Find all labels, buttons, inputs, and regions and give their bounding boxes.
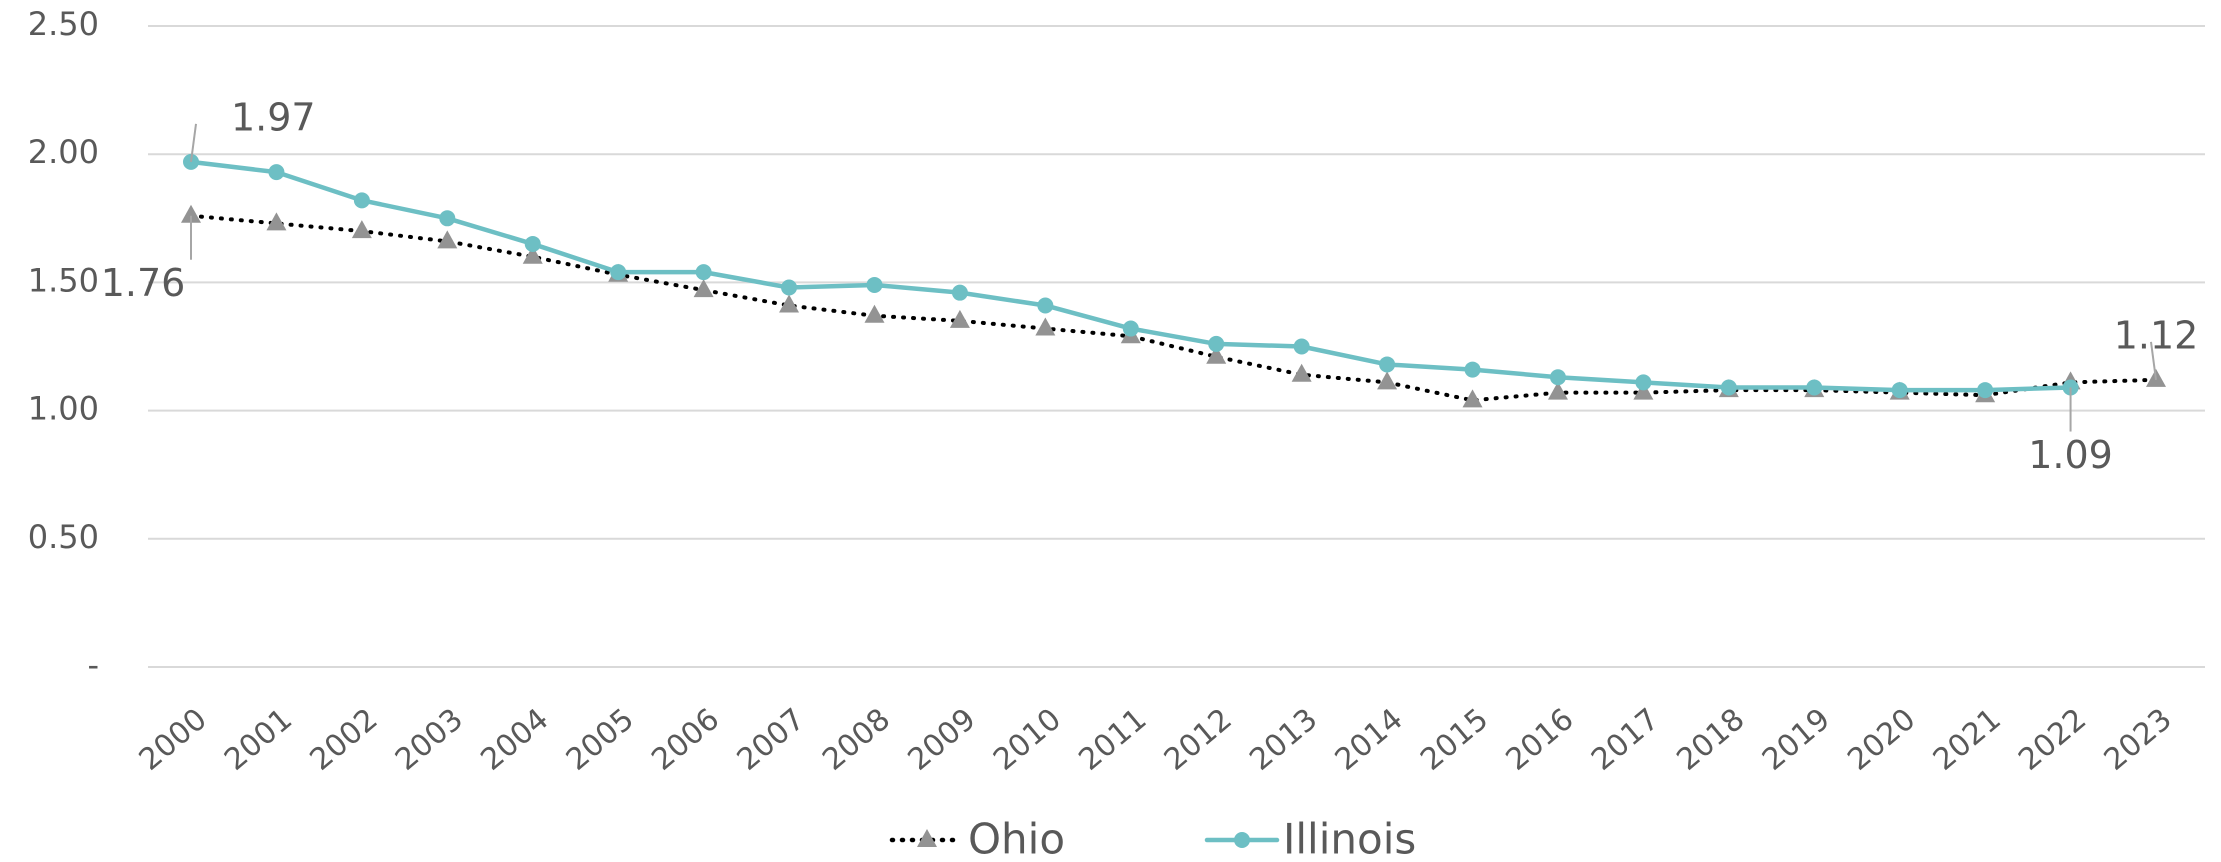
data-label: 1.09 — [2028, 433, 2113, 477]
x-tick-label: 2006 — [645, 702, 726, 778]
marker — [866, 276, 883, 293]
marker — [1122, 320, 1139, 337]
x-tick-label: 2016 — [1500, 702, 1581, 778]
x-tick-label: 2001 — [218, 702, 299, 778]
marker — [524, 235, 541, 252]
marker — [351, 220, 372, 239]
x-tick-label: 2008 — [816, 702, 897, 778]
marker — [439, 210, 456, 227]
y-tick-label: - — [87, 646, 99, 684]
marker — [1379, 356, 1396, 373]
marker — [1633, 381, 1654, 400]
marker — [1206, 345, 1227, 364]
marker — [1806, 379, 1823, 396]
y-tick-label: 2.50 — [28, 5, 99, 43]
y-tick-label: 2.00 — [28, 133, 99, 171]
marker — [695, 264, 712, 281]
x-tick-label: 2005 — [560, 702, 641, 778]
x-tick-label: 2018 — [1670, 702, 1751, 778]
x-tick-label: 2003 — [389, 702, 470, 778]
x-tick-label: 2014 — [1329, 702, 1410, 778]
marker — [1035, 317, 1056, 336]
marker — [266, 212, 287, 231]
data-label: 1.97 — [231, 95, 316, 139]
y-tick-label: 0.50 — [28, 518, 99, 556]
x-tick-label: 2017 — [1585, 702, 1666, 778]
marker — [781, 279, 798, 296]
marker — [1547, 381, 1568, 400]
x-tick-label: 2022 — [2012, 702, 2093, 778]
marker — [1635, 374, 1652, 391]
marker — [1291, 363, 1312, 382]
x-tick-label: 2010 — [987, 702, 1068, 778]
x-tick-label: 2011 — [1072, 702, 1153, 778]
y-tick-label: 1.00 — [28, 390, 99, 428]
data-label: 1.12 — [2114, 313, 2199, 357]
series-line — [189, 213, 2158, 403]
legend-marker — [1234, 832, 1250, 848]
x-tick-label: 2007 — [731, 702, 812, 778]
marker — [1293, 338, 1310, 355]
x-tick-label: 2015 — [1414, 702, 1495, 778]
legend-label: Illinois — [1283, 815, 1416, 862]
marker — [353, 192, 370, 209]
marker — [1891, 382, 1908, 399]
x-tick-label: 2013 — [1243, 702, 1324, 778]
marker — [268, 164, 285, 181]
marker — [181, 204, 201, 223]
x-tick-label: 2009 — [902, 702, 983, 778]
marker — [1037, 297, 1054, 314]
marker — [1208, 335, 1225, 352]
marker — [951, 284, 968, 301]
marker — [693, 279, 714, 298]
legend-label: Ohio — [968, 815, 1065, 862]
x-tick-label: 2002 — [303, 702, 384, 778]
data-label: 1.76 — [101, 261, 186, 305]
x-tick-label: 2021 — [1927, 702, 2008, 778]
x-tick-label: 2019 — [1756, 702, 1837, 778]
x-tick-label: 2004 — [474, 702, 555, 778]
marker — [437, 230, 458, 249]
marker — [1720, 379, 1737, 396]
legend-marker — [917, 829, 937, 847]
series-line — [188, 159, 2073, 393]
marker — [864, 304, 885, 323]
marker — [522, 245, 543, 264]
marker — [1377, 371, 1398, 390]
y-tick-label: 1.50 — [28, 261, 99, 299]
marker — [610, 264, 627, 281]
x-tick-label: 2023 — [2098, 702, 2179, 778]
marker — [1549, 369, 1566, 386]
leader-line — [2150, 341, 2157, 380]
marker — [1977, 382, 1994, 399]
x-tick-label: 2020 — [1841, 702, 1922, 778]
marker — [949, 309, 970, 328]
marker — [779, 294, 800, 313]
x-tick-label: 2012 — [1158, 702, 1239, 778]
leader-line — [190, 123, 197, 163]
marker — [1462, 389, 1483, 408]
marker — [1464, 361, 1481, 378]
x-tick-label: 2000 — [133, 702, 214, 778]
